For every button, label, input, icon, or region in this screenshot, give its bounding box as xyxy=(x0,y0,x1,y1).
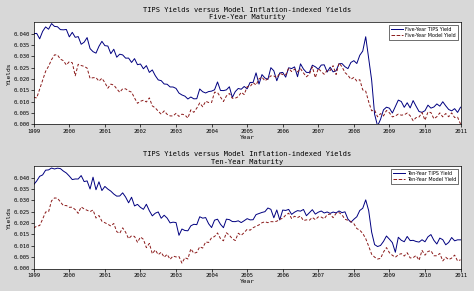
Legend: Five-Year TIPS Yield, Five-Year Model Yield: Five-Year TIPS Yield, Five-Year Model Yi… xyxy=(389,25,458,40)
Legend: Ten-Year TIPS Yield, Ten-Year Model Yield: Ten-Year TIPS Yield, Ten-Year Model Yiel… xyxy=(391,169,458,184)
X-axis label: Year: Year xyxy=(240,135,255,140)
Y-axis label: Yields: Yields xyxy=(7,206,12,229)
X-axis label: Year: Year xyxy=(240,279,255,284)
Y-axis label: Yields: Yields xyxy=(7,62,12,85)
Title: TIPS Yields versus Model Inflation-indexed Yields
Ten-Year Maturity: TIPS Yields versus Model Inflation-index… xyxy=(143,151,351,164)
Title: TIPS Yields versus Model Inflation-indexed Yields
Five-Year Maturity: TIPS Yields versus Model Inflation-index… xyxy=(143,7,351,20)
